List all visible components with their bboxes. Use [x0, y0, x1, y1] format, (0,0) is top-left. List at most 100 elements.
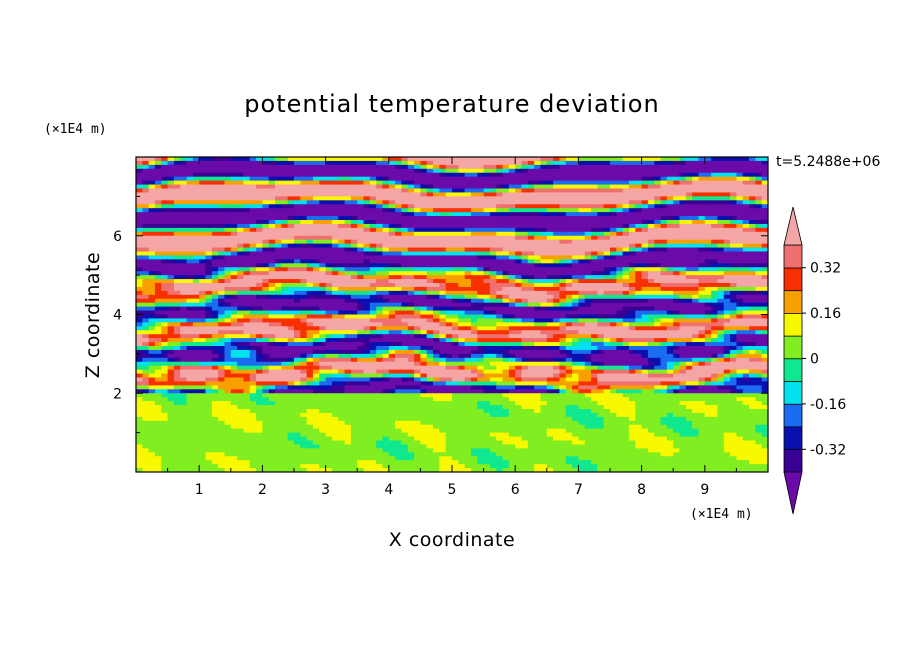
contour-cell: [565, 180, 573, 186]
contour-cell: [136, 326, 143, 331]
contour-cell: [717, 223, 725, 229]
contour-cell: [224, 349, 232, 355]
contour-cell: [199, 192, 207, 197]
contour-cell: [641, 330, 649, 335]
contour-cell: [205, 322, 213, 327]
contour-cell: [357, 192, 365, 197]
contour-cell: [426, 318, 434, 323]
contour-cell: [749, 164, 756, 170]
contour-cell: [610, 326, 617, 331]
contour-cell: [635, 286, 643, 292]
contour-cell: [439, 314, 447, 320]
contour-cell: [477, 220, 485, 225]
contour-cell: [268, 227, 276, 233]
contour-cell: [635, 192, 643, 197]
contour-cell: [540, 271, 548, 276]
contour-cell: [723, 192, 731, 197]
contour-cell: [597, 263, 605, 268]
contour-cell: [559, 330, 567, 335]
contour-cell: [496, 220, 504, 225]
contour-cell: [761, 286, 768, 292]
contour-cell: [477, 346, 485, 351]
contour-cell: [205, 279, 213, 284]
contour-cell: [319, 243, 327, 249]
contour-cell: [249, 263, 257, 268]
contour-cell: [749, 243, 756, 249]
contour-cell: [458, 204, 466, 209]
contour-cell: [723, 298, 731, 304]
contour-cell: [452, 235, 459, 241]
contour-cell: [338, 200, 346, 205]
contour-cell: [711, 283, 719, 288]
contour-cell: [300, 314, 308, 320]
contour-cell: [363, 220, 371, 225]
contour-cell: [199, 322, 207, 327]
contour-cell: [692, 294, 700, 300]
contour-cell: [673, 342, 681, 347]
contour-cell: [578, 184, 586, 190]
contour-cell: [281, 188, 289, 194]
contour-cell: [205, 306, 213, 312]
contour-cell: [173, 290, 181, 296]
contour-cell: [395, 196, 403, 201]
contour-cell: [628, 338, 636, 343]
contour-cell: [755, 286, 763, 292]
contour-cell: [407, 346, 415, 351]
contour-cell: [426, 160, 434, 166]
contour-cell: [635, 255, 643, 260]
contour-cell: [565, 247, 573, 253]
contour-cell: [388, 279, 396, 284]
contour-cell: [180, 168, 188, 174]
contour-cell: [559, 160, 567, 166]
contour-cell: [205, 227, 213, 233]
contour-cell: [306, 157, 314, 162]
contour-cell: [730, 346, 737, 351]
contour-cell: [761, 235, 768, 241]
contour-cell: [167, 330, 175, 335]
contour-cell: [755, 188, 763, 194]
contour-cell: [584, 310, 592, 316]
contour-cell: [243, 212, 251, 217]
contour-cell: [148, 235, 156, 241]
contour-cell: [515, 239, 523, 245]
contour-cell: [761, 227, 768, 233]
contour-cell: [199, 275, 207, 280]
contour-cell: [186, 235, 194, 241]
contour-cell: [199, 184, 207, 190]
contour-cell: [439, 275, 447, 280]
contour-cell: [540, 180, 548, 186]
contour-cell: [559, 349, 567, 355]
contour-cell: [628, 164, 636, 170]
contour-cell: [173, 235, 181, 241]
contour-cell: [572, 349, 579, 355]
contour-cell: [704, 271, 712, 276]
contour-cell: [553, 286, 561, 292]
contour-cell: [584, 192, 592, 197]
contour-cell: [445, 255, 453, 260]
contour-cell: [736, 188, 744, 194]
contour-cell: [312, 200, 320, 205]
contour-cell: [692, 275, 700, 280]
contour-cell: [363, 283, 371, 288]
contour-cell: [401, 216, 409, 221]
contour-cell: [287, 220, 295, 225]
contour-cell: [306, 294, 314, 300]
contour-cell: [711, 342, 719, 347]
contour-cell: [755, 302, 763, 308]
contour-cell: [142, 318, 150, 323]
contour-cell: [148, 330, 156, 335]
contour-cell: [439, 216, 447, 221]
contour-cell: [211, 192, 219, 197]
contour-cell: [275, 318, 282, 323]
contour-cell: [584, 160, 592, 166]
contour-cell: [635, 212, 643, 217]
contour-cell: [635, 267, 643, 272]
contour-cell: [161, 216, 169, 221]
contour-cell: [319, 172, 327, 178]
contour-cell: [382, 204, 390, 209]
contour-cell: [711, 223, 719, 229]
contour-cell: [736, 271, 744, 276]
contour-cell: [167, 204, 175, 209]
contour-cell: [458, 160, 466, 166]
contour-cell: [249, 314, 257, 320]
